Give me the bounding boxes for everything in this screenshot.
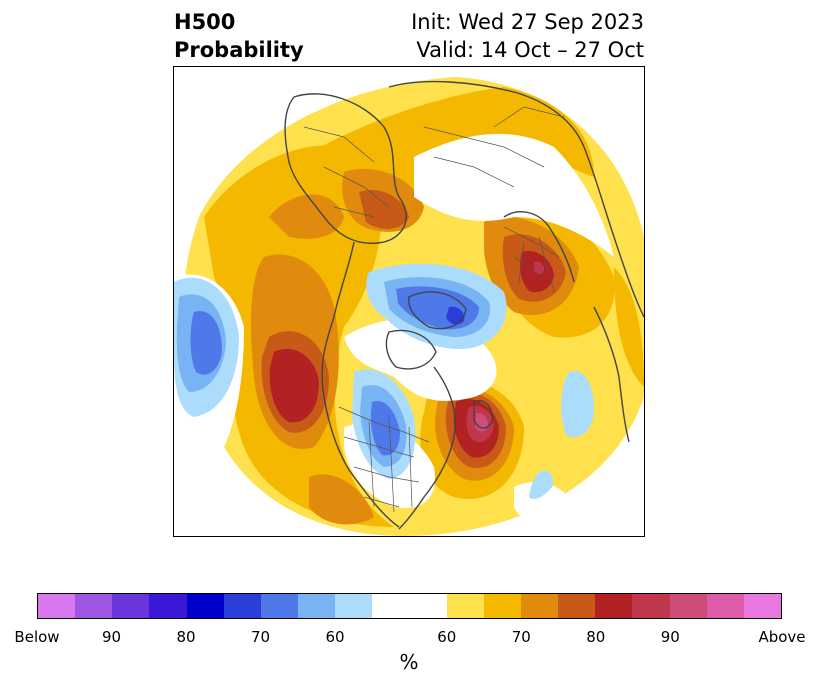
colorbar-tick-label: 90 <box>101 628 122 646</box>
above-70-a <box>269 194 344 239</box>
colorbar-segment <box>446 594 484 618</box>
above-75-a <box>359 189 409 229</box>
colorbar-segment <box>632 594 670 618</box>
probability-map <box>173 66 645 537</box>
title-valid-range: Valid: 14 Oct – 27 Oct <box>416 38 644 62</box>
colorbar-segment <box>558 594 596 618</box>
colorbar-segment <box>75 594 113 618</box>
colorbar-segment <box>669 594 707 618</box>
colorbar-segment <box>186 594 224 618</box>
coastline-na-east <box>398 366 456 530</box>
coastline-na-west <box>321 241 400 528</box>
colorbar <box>37 593 782 619</box>
colorbar-segment <box>260 594 299 618</box>
political-borders <box>303 106 565 513</box>
below-normal-regions <box>174 263 594 499</box>
coastline-newfoundland <box>473 400 493 429</box>
map-title-right: Init: Wed 27 Sep 2023 Valid: 14 Oct – 27… <box>411 8 644 64</box>
colorbar-segment <box>38 594 76 618</box>
below-75-arctic <box>446 306 465 325</box>
above-70-f <box>309 474 374 525</box>
colorbar-segment <box>335 594 373 618</box>
colorbar-segment <box>112 594 150 618</box>
borders-north-america <box>338 406 430 513</box>
colorbar-tick-label: Below <box>14 628 60 646</box>
map-canvas <box>174 67 644 536</box>
colorbar-tick-label: 70 <box>250 628 271 646</box>
coastline-eurasia-north <box>388 80 644 318</box>
coastlines <box>284 80 644 530</box>
coastline-asia-east <box>284 93 407 244</box>
borders-europe <box>503 226 560 293</box>
colorbar-segment <box>743 594 782 618</box>
colorbar-segment <box>223 594 261 618</box>
coastline-greenland <box>408 291 467 330</box>
below-70-canada <box>370 401 400 456</box>
title-init-date: Init: Wed 27 Sep 2023 <box>411 10 644 34</box>
map-title-left: H500 Probability <box>174 8 304 64</box>
above-65-east <box>614 267 644 387</box>
colorbar-tick-label: 60 <box>437 628 457 646</box>
colorbar-unit-label: % <box>399 650 419 674</box>
borders-russia <box>423 106 565 188</box>
below-60-atlantic <box>529 470 554 499</box>
colorbar-segment <box>149 594 187 618</box>
title-variable: H500 <box>174 10 236 34</box>
colorbar-segment <box>298 594 336 618</box>
below-70-pacific <box>190 311 222 375</box>
near-normal-atlantic <box>514 482 574 523</box>
colorbar-segment <box>521 594 559 618</box>
colorbar-tick-label: 80 <box>176 628 196 646</box>
colorbar-segment <box>372 594 447 618</box>
coastline-arctic-islands <box>385 329 437 370</box>
colorbar-tick-label: 70 <box>511 628 531 646</box>
below-60-europe <box>561 371 594 438</box>
colorbar-segment <box>706 594 744 618</box>
colorbar-segment <box>595 594 633 618</box>
colorbar-tick-label: Above <box>758 628 806 646</box>
above-80-pacific <box>269 348 319 423</box>
colorbar-tick-label: 60 <box>325 628 345 646</box>
colorbar-segment <box>483 594 522 618</box>
colorbar-tick-label: 90 <box>660 628 680 646</box>
coastline-europe-west <box>593 306 630 443</box>
borders-asia <box>303 126 390 218</box>
coastline-europe-north <box>503 211 575 283</box>
colorbar-tick-label: 80 <box>586 628 606 646</box>
title-product: Probability <box>174 38 304 62</box>
above-85-europe <box>534 261 545 274</box>
